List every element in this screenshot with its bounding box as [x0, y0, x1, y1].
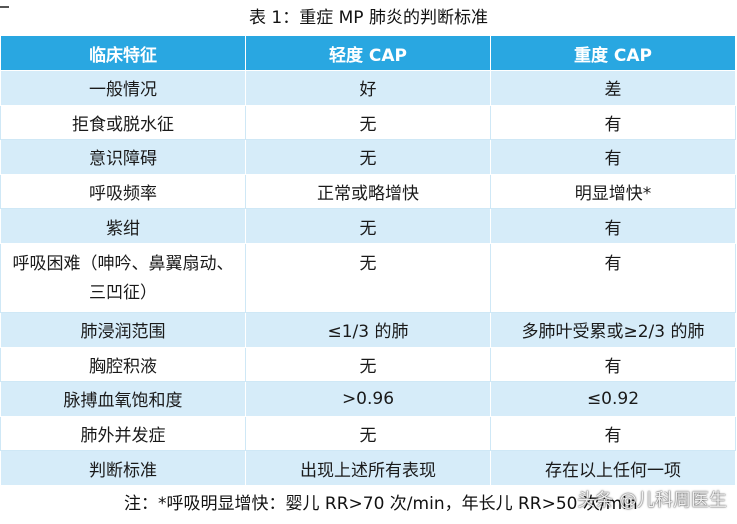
row-mild: ≤1/3 的肺 [245, 311, 491, 348]
table-row: 拒食或脱水征 无 有 [0, 104, 736, 141]
row-mild: 无 [245, 104, 491, 141]
row-severe: 差 [490, 70, 736, 106]
row-mild: >0.96 [245, 381, 491, 417]
row-mild: 出现上述所有表现 [245, 450, 491, 486]
row-mild: 无 [245, 346, 491, 383]
row-feature: 拒食或脱水征 [0, 104, 246, 141]
row-severe: ≤0.92 [490, 381, 736, 417]
table-row: 胸腔积液 无 有 [0, 346, 736, 383]
row-severe: 有 [490, 139, 736, 175]
row-mild: 正常或略增快 [245, 173, 491, 210]
criteria-table: 临床特征 轻度 CAP 重度 CAP 一般情况 好 差 拒食或脱水征 无 有 意… [0, 35, 736, 486]
row-feature: 意识障碍 [0, 139, 246, 175]
row-feature: 呼吸困难（呻吟、鼻翼扇动、三凹征） [0, 242, 246, 313]
table-row: 判断标准 出现上述所有表现 存在以上任何一项 [0, 450, 736, 486]
row-mild: 无 [245, 139, 491, 175]
row-severe: 有 [490, 242, 736, 313]
table-row: 肺外并发症 无 有 [0, 415, 736, 452]
table-title: 表 1：重症 MP 肺炎的判断标准 [249, 8, 488, 28]
row-feature: 紫绀 [0, 208, 246, 244]
table-row: 紫绀 无 有 [0, 208, 736, 244]
row-feature: 一般情况 [0, 70, 246, 106]
watermark: 头条 @儿科周医生 [577, 490, 727, 511]
table-row: 脉搏血氧饱和度 >0.96 ≤0.92 [0, 381, 736, 417]
table-row: 意识障碍 无 有 [0, 139, 736, 175]
row-feature: 肺浸润范围 [0, 311, 246, 348]
row-mild: 好 [245, 70, 491, 106]
table-row: 呼吸困难（呻吟、鼻翼扇动、三凹征） 无 有 [0, 242, 736, 313]
row-feature: 判断标准 [0, 450, 246, 486]
row-severe: 有 [490, 208, 736, 244]
row-severe: 存在以上任何一项 [490, 450, 736, 486]
table-row: 一般情况 好 差 [0, 70, 736, 106]
corner-mark [0, 6, 9, 8]
row-mild: 无 [245, 242, 491, 313]
row-severe: 多肺叶受累或≥2/3 的肺 [490, 311, 736, 348]
row-severe: 明显增快* [490, 173, 736, 210]
table-row: 肺浸润范围 ≤1/3 的肺 多肺叶受累或≥2/3 的肺 [0, 311, 736, 348]
row-mild: 无 [245, 208, 491, 244]
header-clinical-feature: 临床特征 [0, 35, 246, 71]
table-row: 呼吸频率 正常或略增快 明显增快* [0, 173, 736, 210]
row-severe: 有 [490, 104, 736, 141]
row-severe: 有 [490, 346, 736, 383]
table-header-row: 临床特征 轻度 CAP 重度 CAP [0, 35, 736, 71]
row-feature: 胸腔积液 [0, 346, 246, 383]
row-mild: 无 [245, 415, 491, 452]
row-severe: 有 [490, 415, 736, 452]
row-feature: 脉搏血氧饱和度 [0, 381, 246, 417]
header-mild-cap: 轻度 CAP [245, 35, 491, 71]
row-feature: 呼吸频率 [0, 173, 246, 210]
row-feature: 肺外并发症 [0, 415, 246, 452]
footnote: 注：*呼吸明显增快：婴儿 RR>70 次/min，年长儿 RR>50 次/min [124, 494, 638, 514]
header-severe-cap: 重度 CAP [490, 35, 736, 71]
